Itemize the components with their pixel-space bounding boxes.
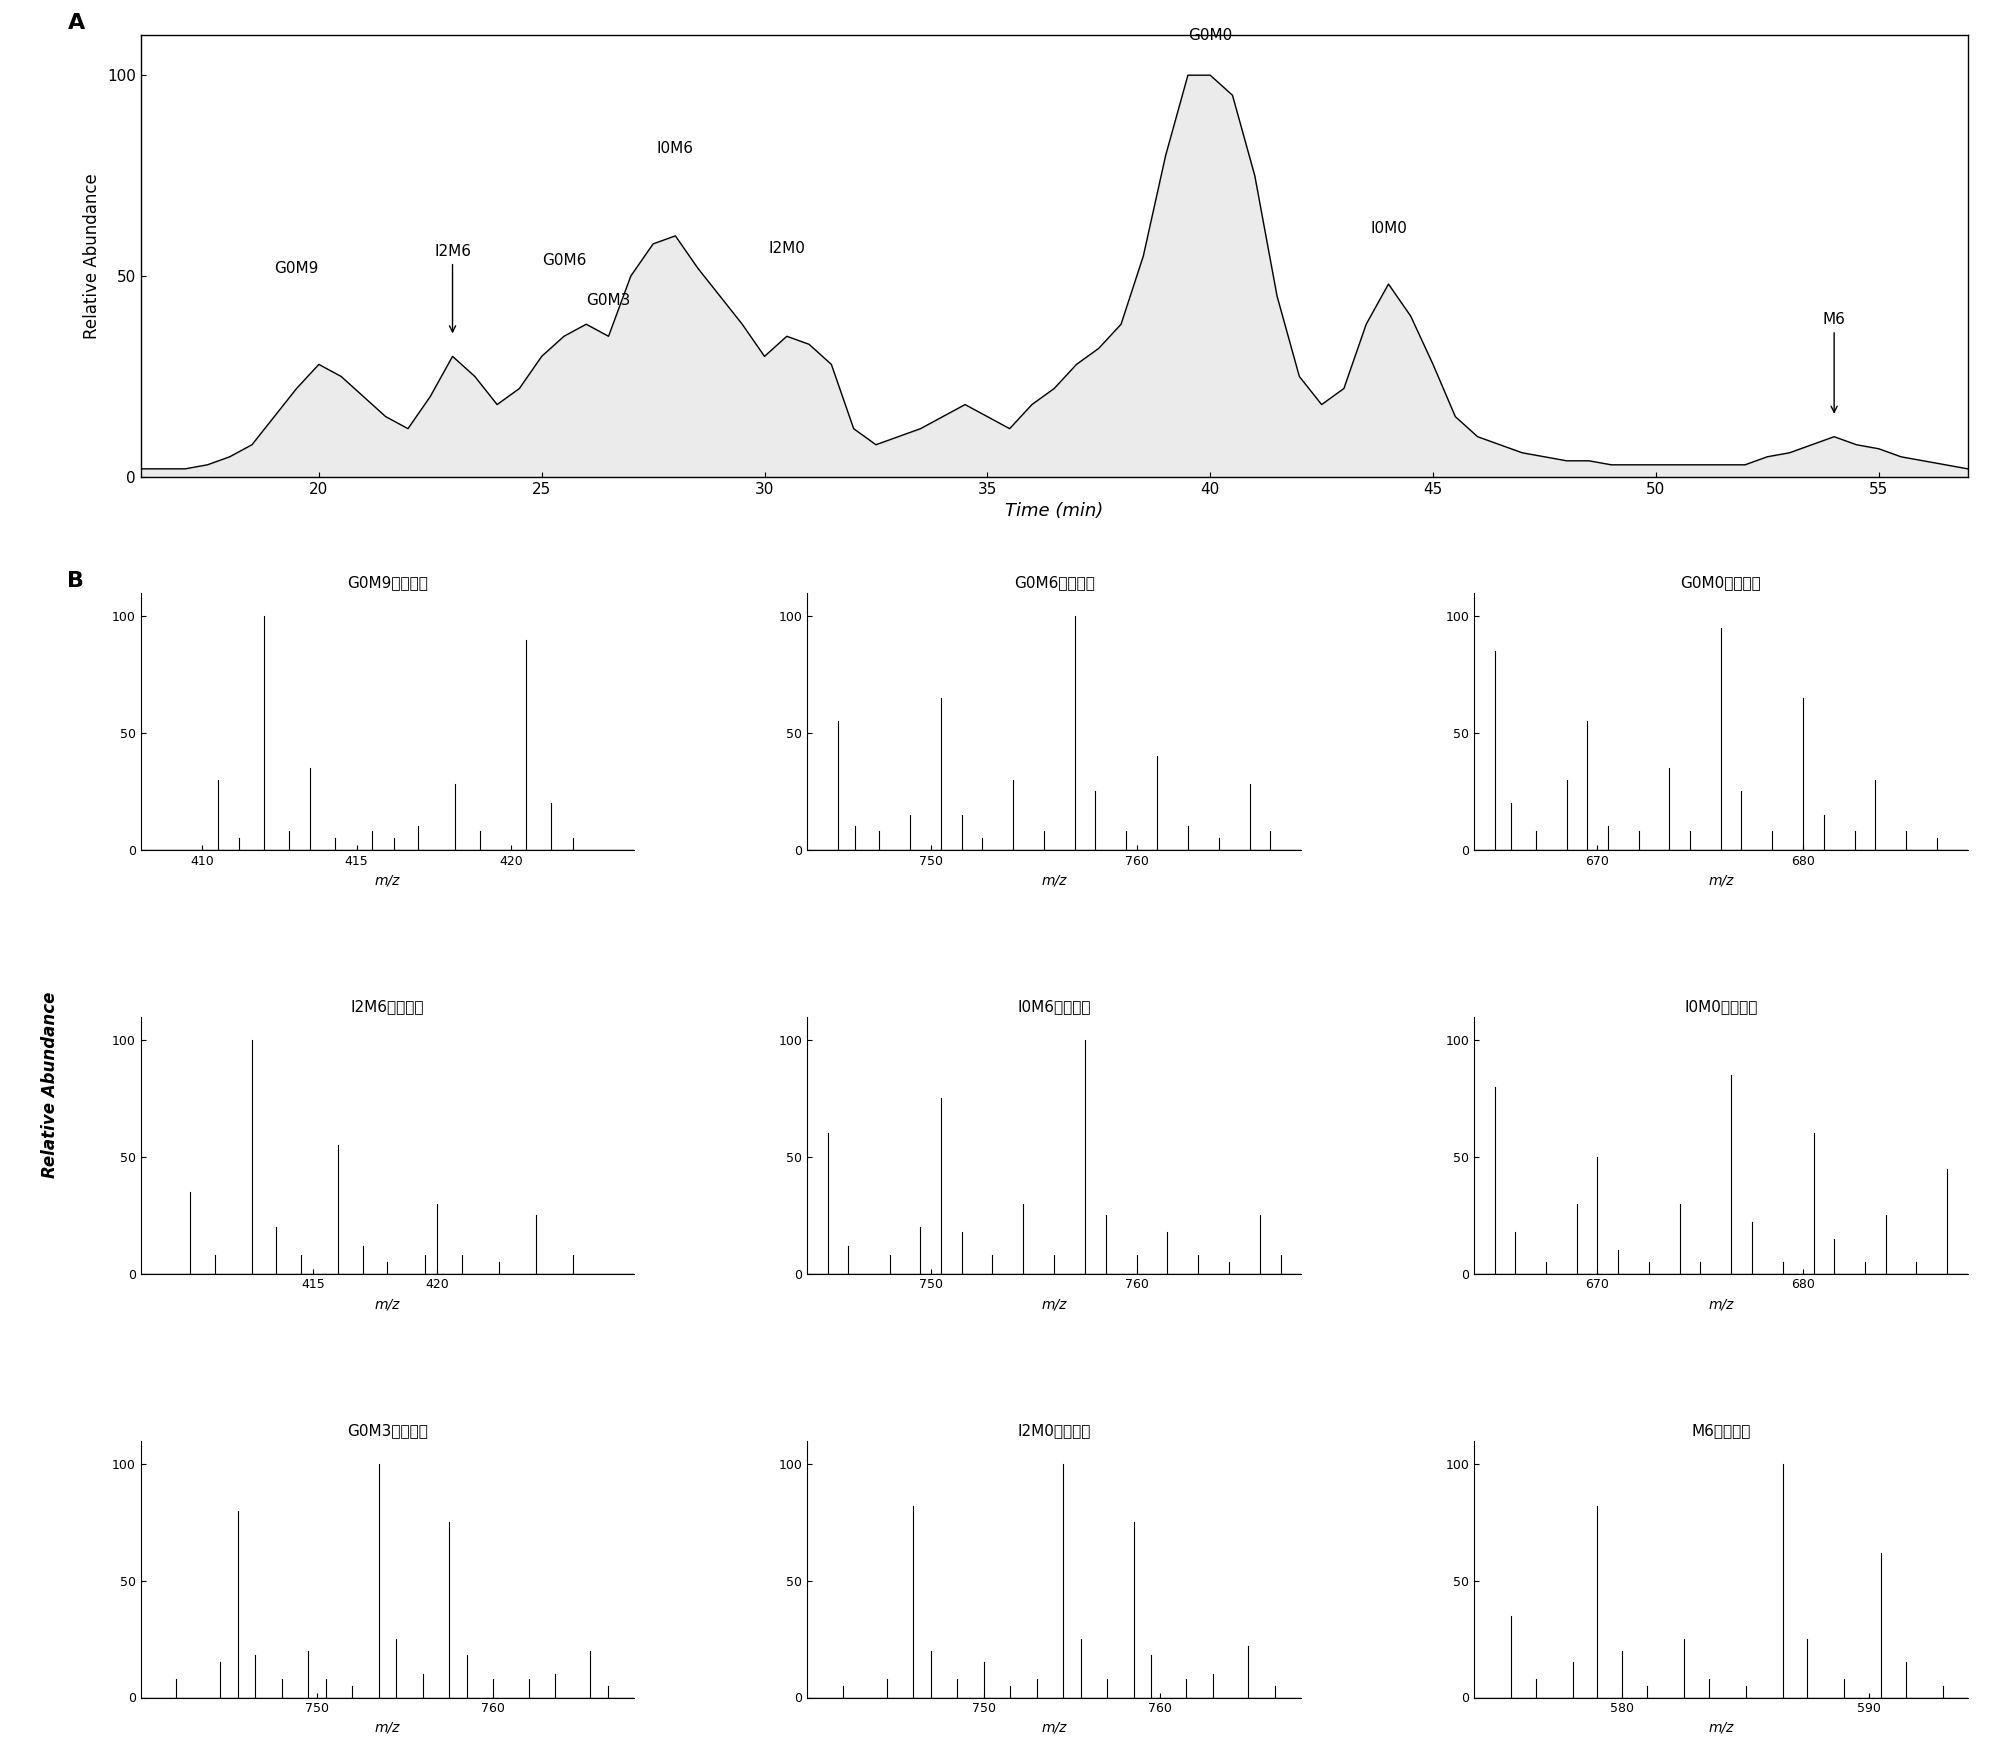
- X-axis label: m/z: m/z: [1042, 1297, 1066, 1311]
- Text: I0M0: I0M0: [1369, 220, 1407, 236]
- Title: G0M0的质谱图: G0M0的质谱图: [1680, 576, 1760, 590]
- Title: G0M9的质谱图: G0M9的质谱图: [347, 576, 427, 590]
- X-axis label: m/z: m/z: [375, 873, 399, 887]
- Title: I2M6的质谱图: I2M6的质谱图: [351, 999, 423, 1015]
- Text: G0M9: G0M9: [275, 261, 319, 276]
- X-axis label: m/z: m/z: [1708, 873, 1732, 887]
- Text: G0M6: G0M6: [542, 254, 586, 268]
- Y-axis label: Relative Abundance: Relative Abundance: [82, 173, 100, 340]
- Title: G0M6的质谱图: G0M6的质谱图: [1014, 576, 1094, 590]
- Text: Relative Abundance: Relative Abundance: [42, 992, 58, 1178]
- Title: G0M3的质谱图: G0M3的质谱图: [347, 1423, 427, 1438]
- Text: G0M3: G0M3: [586, 294, 630, 308]
- Text: B: B: [68, 570, 84, 592]
- Title: I2M0的质谱图: I2M0的质谱图: [1018, 1423, 1090, 1438]
- Title: M6的质谱图: M6的质谱图: [1690, 1423, 1750, 1438]
- Text: A: A: [68, 12, 84, 33]
- Title: I0M6的质谱图: I0M6的质谱图: [1018, 999, 1090, 1015]
- Text: M6: M6: [1822, 312, 1844, 413]
- X-axis label: m/z: m/z: [1042, 1720, 1066, 1734]
- Text: I0M6: I0M6: [656, 140, 694, 156]
- Text: G0M0: G0M0: [1188, 28, 1232, 44]
- X-axis label: m/z: m/z: [375, 1297, 399, 1311]
- X-axis label: Time (min): Time (min): [1006, 502, 1102, 520]
- X-axis label: m/z: m/z: [1708, 1297, 1732, 1311]
- Title: I0M0的质谱图: I0M0的质谱图: [1684, 999, 1756, 1015]
- X-axis label: m/z: m/z: [1708, 1720, 1732, 1734]
- Text: I2M0: I2M0: [769, 242, 805, 256]
- X-axis label: m/z: m/z: [375, 1720, 399, 1734]
- Text: I2M6: I2M6: [434, 243, 472, 332]
- X-axis label: m/z: m/z: [1042, 873, 1066, 887]
